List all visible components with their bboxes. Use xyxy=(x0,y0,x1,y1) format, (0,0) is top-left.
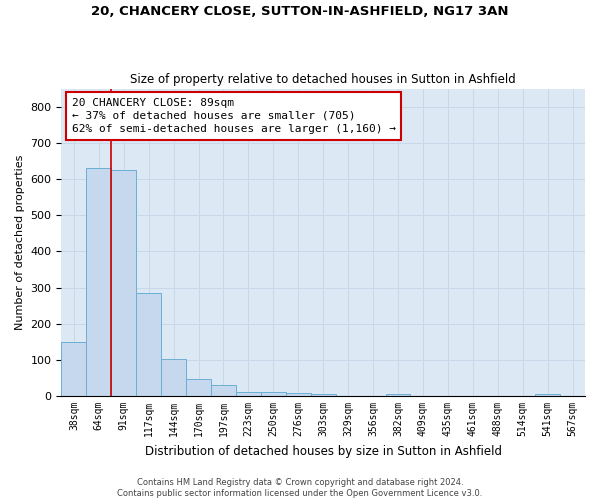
Bar xyxy=(61,342,86,396)
Bar xyxy=(161,359,186,396)
Y-axis label: Number of detached properties: Number of detached properties xyxy=(15,154,25,330)
Bar xyxy=(236,392,261,396)
Bar xyxy=(286,393,311,396)
Bar xyxy=(186,379,211,396)
Bar xyxy=(136,293,161,396)
Bar xyxy=(386,394,410,396)
Bar xyxy=(311,394,335,396)
Bar xyxy=(86,168,111,396)
Bar xyxy=(261,392,286,396)
Text: 20, CHANCERY CLOSE, SUTTON-IN-ASHFIELD, NG17 3AN: 20, CHANCERY CLOSE, SUTTON-IN-ASHFIELD, … xyxy=(91,5,509,18)
Bar xyxy=(111,170,136,396)
Text: Contains HM Land Registry data © Crown copyright and database right 2024.
Contai: Contains HM Land Registry data © Crown c… xyxy=(118,478,482,498)
Bar xyxy=(211,385,236,396)
Text: 20 CHANCERY CLOSE: 89sqm
← 37% of detached houses are smaller (705)
62% of semi-: 20 CHANCERY CLOSE: 89sqm ← 37% of detach… xyxy=(72,98,396,134)
Bar xyxy=(535,394,560,396)
Title: Size of property relative to detached houses in Sutton in Ashfield: Size of property relative to detached ho… xyxy=(130,73,516,86)
X-axis label: Distribution of detached houses by size in Sutton in Ashfield: Distribution of detached houses by size … xyxy=(145,444,502,458)
